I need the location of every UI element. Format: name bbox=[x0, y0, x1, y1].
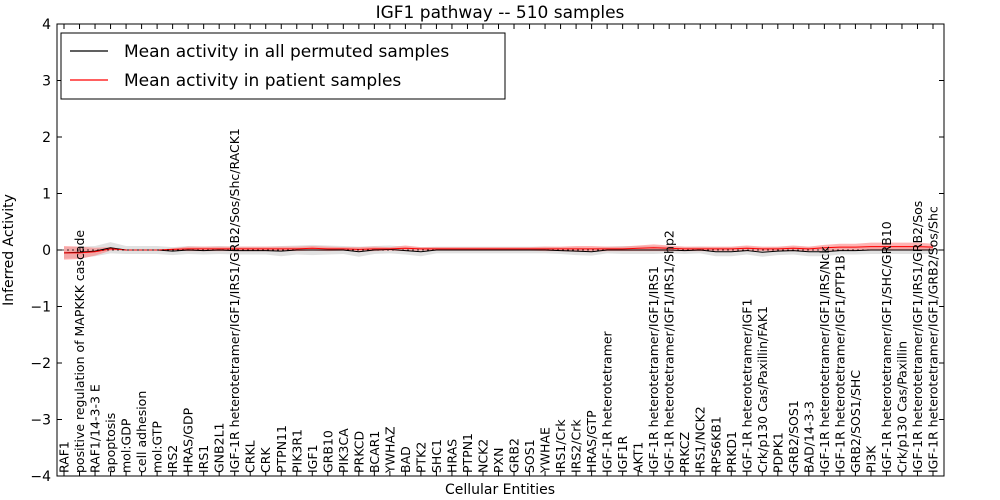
x-tick-label: IGF1R bbox=[615, 435, 630, 473]
x-tick-label: CRKL bbox=[243, 440, 258, 473]
x-tick-label: YWHAZ bbox=[382, 426, 397, 474]
line-series-1 bbox=[64, 246, 934, 254]
y-tick-label: 3 bbox=[42, 74, 51, 90]
plot-frame bbox=[56, 23, 945, 477]
x-tick-label: IRS1 bbox=[196, 445, 211, 473]
x-tick-label: PRKD1 bbox=[724, 431, 739, 473]
x-tick-label: AKT1 bbox=[631, 442, 646, 473]
x-tick-label: mol:GDP bbox=[119, 418, 134, 473]
x-tick-label: IGF1 bbox=[305, 444, 320, 473]
y-tick-label: 4 bbox=[42, 17, 51, 33]
x-tick-label: IGF-1R heterotetramer/IGF1/GRB2/Sos/Shc bbox=[926, 206, 941, 473]
y-tick-label: −1 bbox=[30, 300, 51, 316]
y-tick-label: 0 bbox=[42, 243, 51, 259]
band-series-1 bbox=[64, 242, 933, 260]
y-tick-label: −3 bbox=[30, 413, 51, 429]
x-tick-label: PDPK1 bbox=[770, 432, 785, 473]
x-tick-label: positive regulation of MAPKKK cascade bbox=[72, 230, 87, 473]
y-axis-ticks: −4 −3 −2 −1 0 1 2 3 4 bbox=[30, 17, 944, 485]
x-axis-label: Cellular Entities bbox=[445, 482, 555, 498]
x-tick-label: BCAR1 bbox=[367, 431, 382, 473]
y-axis-label: Inferred Activity bbox=[1, 194, 17, 306]
y-tick-label: −2 bbox=[30, 356, 51, 372]
x-tick-label: PIK3R1 bbox=[289, 429, 304, 473]
y-tick-label: 2 bbox=[42, 130, 51, 146]
x-tick-label: IGF-1R heterotetramer bbox=[600, 330, 615, 473]
x-tick-label: GRB2/SOS1 bbox=[786, 400, 801, 473]
legend-box bbox=[60, 32, 506, 100]
x-tick-label: PXN bbox=[491, 448, 506, 473]
x-tick-label: IGF-1R heterotetramer/IGF1/IRS1/GRB2/Sos bbox=[910, 201, 925, 473]
x-tick-label: IGF-1R heterotetramer/IGF1/PTP1B bbox=[832, 255, 847, 473]
x-tick-label: PIK3CA bbox=[336, 428, 351, 473]
x-tick-label: PI3K bbox=[863, 445, 878, 473]
x-tick-label: IGF-1R heterotetramer/IGF1 bbox=[739, 299, 754, 473]
x-tick-label: RAF1/14-3-3 E bbox=[88, 384, 103, 473]
x-tick-label: SHC1 bbox=[429, 439, 444, 473]
x-tick-label: IGF-1R heterotetramer/IGF1/IRS1 bbox=[646, 266, 661, 473]
x-tick-label: PRKCZ bbox=[677, 432, 692, 473]
x-tick-label: HRAS/GTP bbox=[584, 410, 599, 473]
chart-title: IGF1 pathway -- 510 samples bbox=[376, 3, 625, 23]
x-tick-labels: RAF1 positive regulation of MAPKKK cascad… bbox=[57, 24, 941, 476]
x-tick-label: CRK bbox=[258, 447, 273, 473]
x-tick-label: GRB2/SOS1/SHC bbox=[848, 370, 863, 473]
x-tick-label: GRB2 bbox=[507, 438, 522, 473]
x-tick-label: Crk/p130 Cas/Paxillin/FAK1 bbox=[755, 306, 770, 473]
x-tick-label: PTPN11 bbox=[274, 425, 289, 473]
x-tick-label: BAD/14-3-3 bbox=[801, 401, 816, 473]
x-tick-label: IGF-1R heterotetramer/IGF1/SHC/GRB10 bbox=[879, 221, 894, 473]
legend-label-patient: Mean activity in patient samples bbox=[124, 71, 401, 91]
x-tick-label: PTPN1 bbox=[460, 433, 475, 473]
x-tick-label: PTK2 bbox=[413, 442, 428, 473]
x-tick-label: NCK2 bbox=[475, 439, 490, 473]
x-tick-label: YWHAE bbox=[538, 427, 553, 474]
legend-label-permuted: Mean activity in all permuted samples bbox=[124, 42, 449, 62]
x-tick-label: HRAS bbox=[444, 439, 459, 473]
x-tick-label: cell adhesion bbox=[134, 391, 149, 473]
x-tick-label: HRAS/GDP bbox=[181, 407, 196, 473]
x-tick-label: IGF-1R heterotetramer/IGF1/IRS/Nck bbox=[817, 246, 832, 473]
x-tick-label: IGF-1R heterotetramer/IGF1/IRS1/Shp2 bbox=[662, 230, 677, 473]
x-tick-label: IRS2 bbox=[165, 445, 180, 473]
x-tick-label: GNB2L1 bbox=[212, 423, 227, 473]
x-tick-label: mol:GTP bbox=[150, 421, 165, 473]
x-tick-label: SOS1 bbox=[522, 439, 537, 473]
legend: Mean activity in all permuted samples Me… bbox=[60, 32, 506, 100]
x-tick-label: apoptosis bbox=[103, 413, 118, 473]
x-tick-label: IRS2/Crk bbox=[569, 419, 584, 473]
y-tick-label: −4 bbox=[30, 469, 51, 485]
x-tick-label: RPS6KB1 bbox=[708, 416, 723, 473]
x-tick-label: IRS1/Crk bbox=[553, 419, 568, 473]
x-tick-label: PRKCD bbox=[351, 431, 366, 473]
x-tick-label: IRS1/NCK2 bbox=[693, 406, 708, 473]
x-tick-label: BAD bbox=[398, 446, 413, 473]
x-tick-label: IGF-1R heterotetramer/IGF1/IRS1/GRB2/Sos… bbox=[227, 128, 242, 473]
y-tick-label: 1 bbox=[42, 187, 51, 203]
x-tick-label: GRB10 bbox=[320, 430, 335, 473]
x-tick-label: RAF1 bbox=[57, 441, 72, 473]
x-tick-label: Crk/p130 Cas/Paxillin bbox=[894, 341, 909, 473]
